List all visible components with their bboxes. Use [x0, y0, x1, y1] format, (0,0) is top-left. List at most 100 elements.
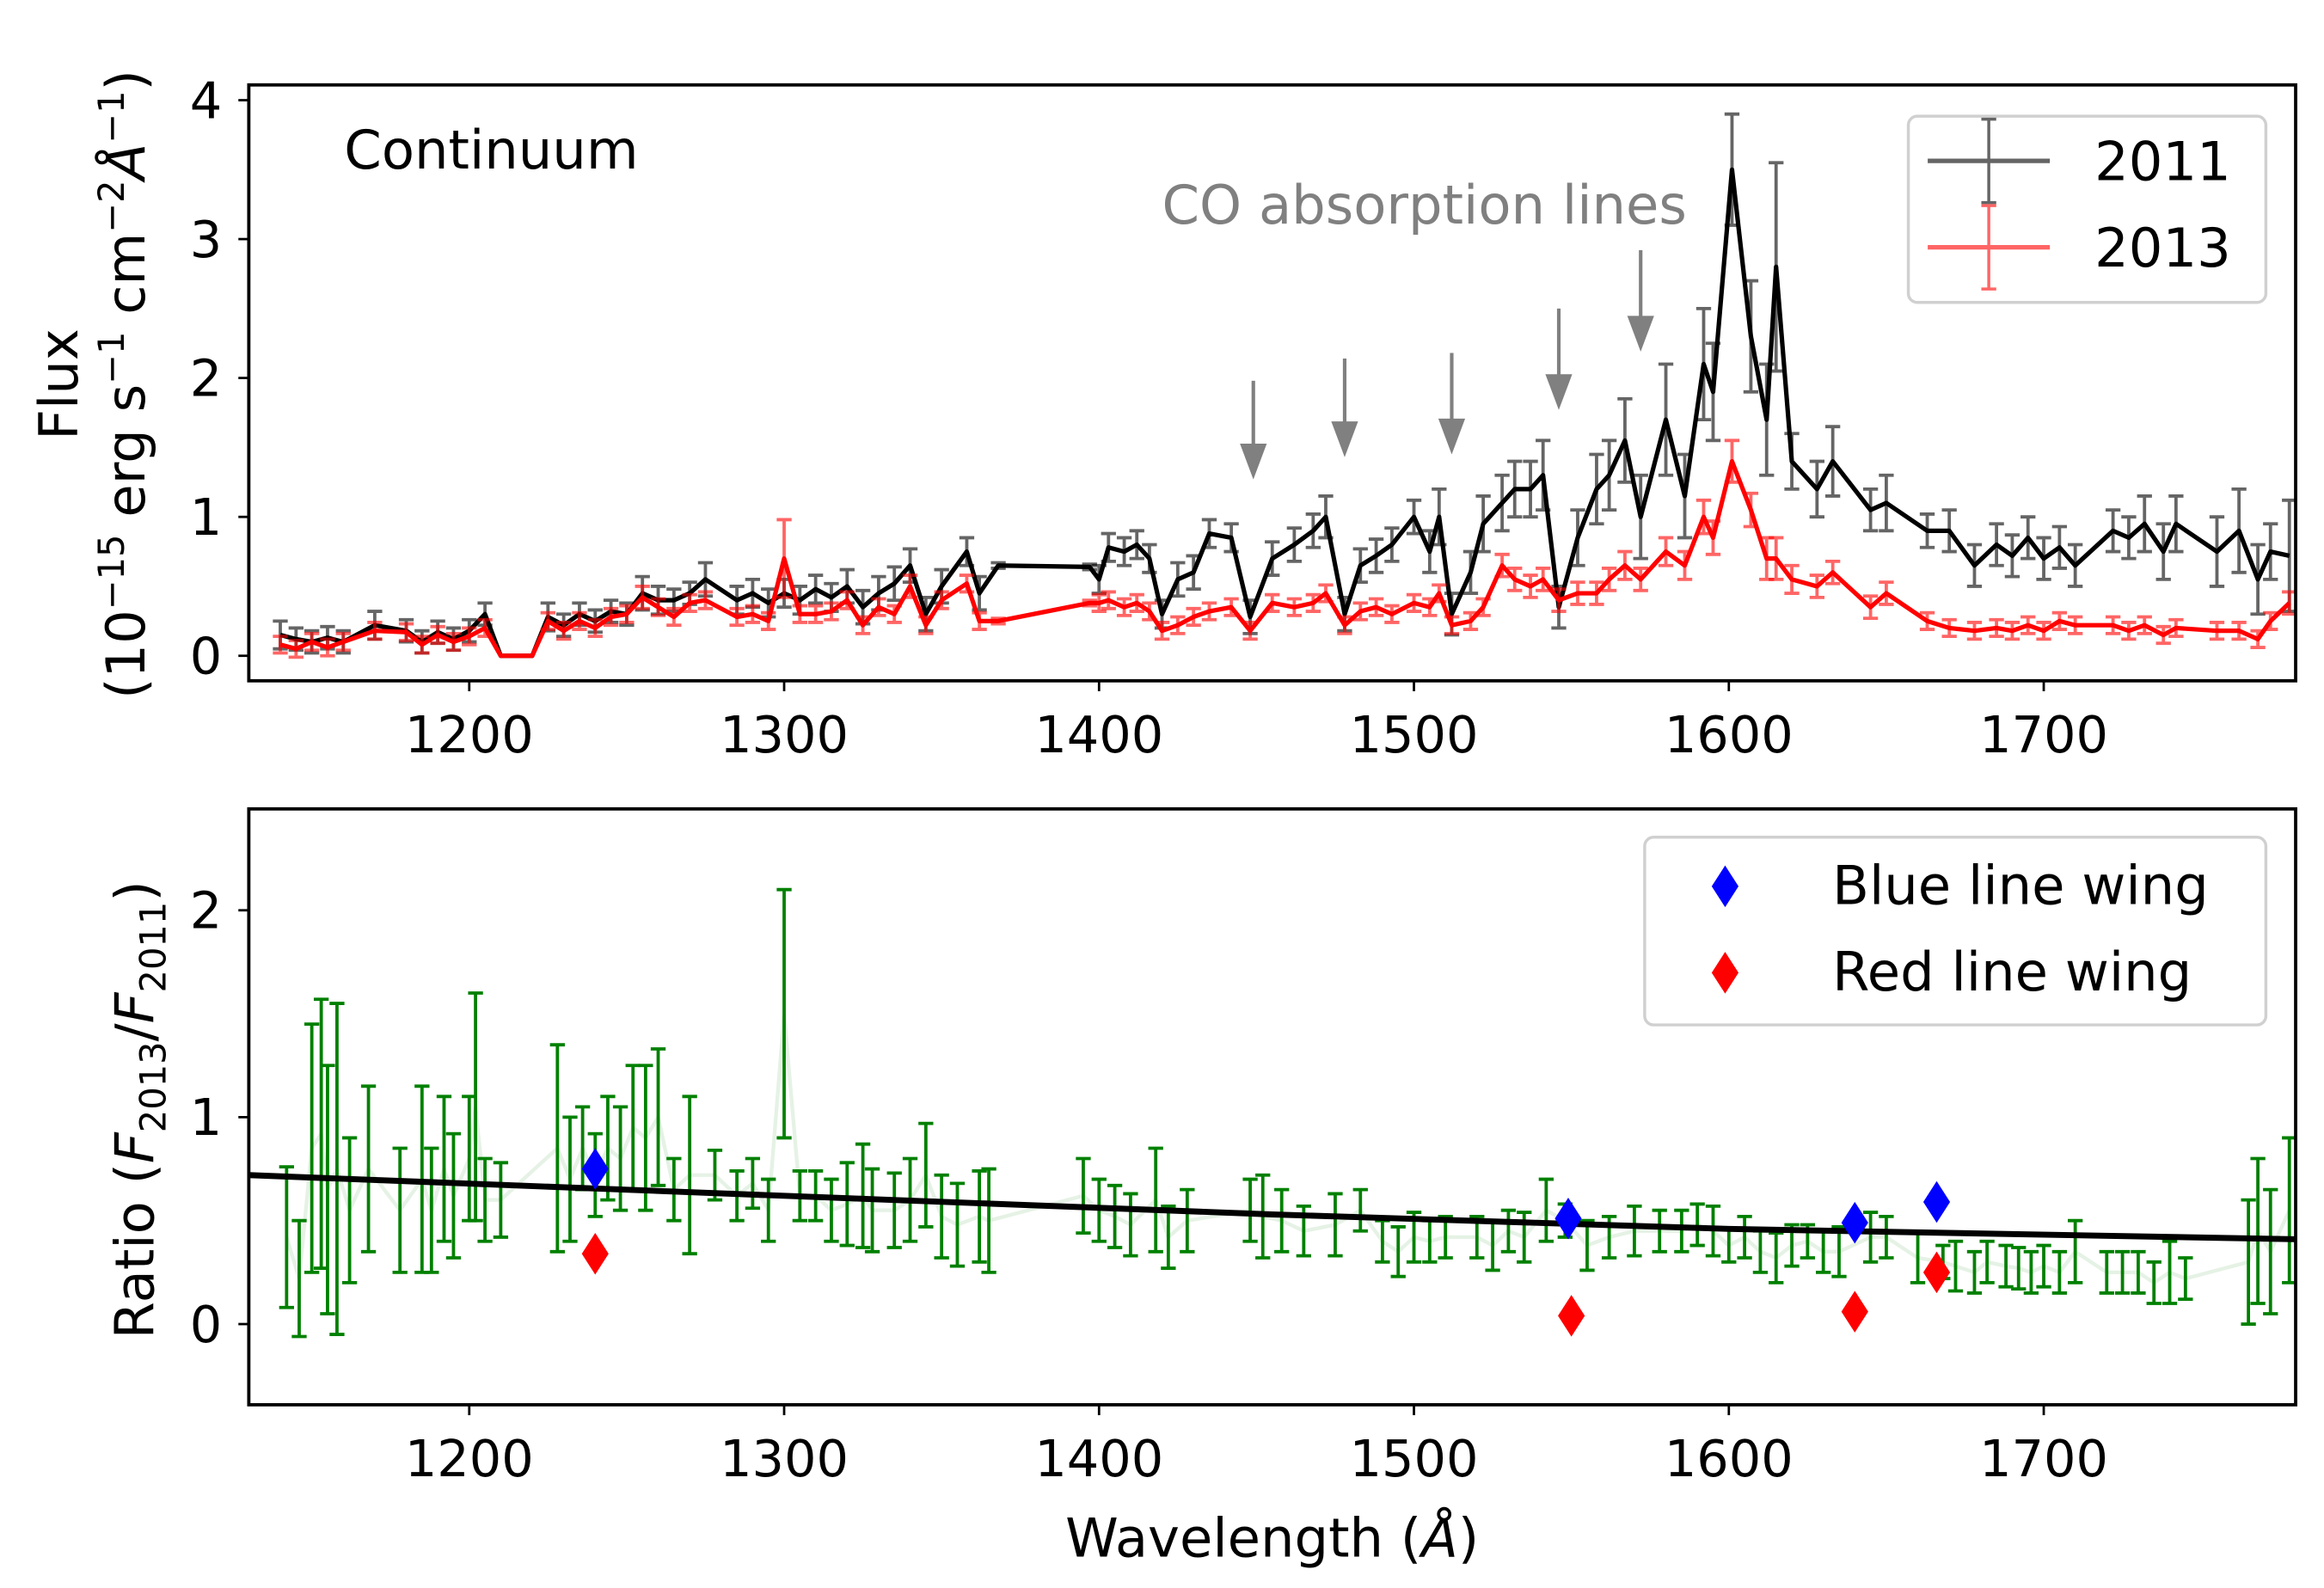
legend-label-2013: 2013 — [2094, 217, 2231, 279]
ratio-error-bar — [612, 1105, 629, 1212]
ratio-error-bar — [745, 1156, 761, 1211]
co-absorption-label: CO absorption lines — [1162, 174, 1687, 236]
ratio-error-bar — [1979, 1239, 1995, 1285]
ratio-error-bar — [2051, 1249, 2068, 1295]
ratio-error-bar — [2011, 1246, 2027, 1291]
ratio-error-bar — [1328, 1192, 1343, 1258]
ratio-error-bar — [424, 1146, 439, 1274]
ratio-error-bar — [1627, 1204, 1642, 1258]
ratio-error-bar — [934, 1173, 949, 1260]
blue-wing-point — [581, 1148, 609, 1190]
legend-box — [1643, 836, 2268, 1027]
x-tick-label: 1700 — [1979, 705, 2108, 764]
ratio-error-bar — [981, 1167, 996, 1274]
y-axis-label-part: erg s — [95, 384, 157, 535]
y-axis-label: Ratio (F2013/F2011) — [103, 880, 174, 1339]
co-arrow-icon — [1331, 359, 1358, 457]
ratio-error-bar — [886, 1171, 902, 1249]
arrow-head — [1545, 374, 1573, 410]
arrow-head — [1627, 316, 1654, 352]
ratio-error-bar — [1579, 1218, 1595, 1272]
ratio-error-bar — [2263, 1187, 2278, 1315]
y-tick-label: 2 — [190, 348, 222, 408]
ratio-error-bar — [291, 1218, 307, 1339]
x-tick-label: 1400 — [1034, 705, 1163, 764]
y-axis-label-part: ) — [103, 880, 166, 901]
arrow-head — [1240, 443, 1267, 480]
y-axis-label-part: ) — [95, 70, 157, 90]
ratio-error-bar — [1998, 1243, 2014, 1289]
legend: 2011 2013 — [1906, 114, 2268, 304]
y-tick-label: 3 — [190, 210, 222, 269]
y-tick-label: 2 — [190, 881, 222, 941]
ratio-error-bar — [972, 1169, 987, 1264]
ratio-error-bar — [304, 1022, 320, 1274]
arrow-head — [1331, 421, 1358, 457]
ratio-error-bar — [682, 1094, 697, 1256]
ratio-error-bar — [2146, 1260, 2162, 1305]
ratio-error-bar — [1652, 1208, 1667, 1254]
ratio-error-bar — [839, 1161, 855, 1248]
ratio-error-bar — [549, 1043, 565, 1254]
arrow-head — [1438, 418, 1466, 455]
y-axis-label-part: −15 — [90, 534, 132, 610]
ratio-error-bar — [1107, 1183, 1123, 1249]
series-2013 — [273, 438, 2296, 659]
legend: Blue line wing Red line wing — [1643, 836, 2268, 1027]
y-axis-label-part: F — [103, 991, 166, 1023]
ratio-error-bar — [1769, 1231, 1784, 1285]
ratio-error-bar — [1076, 1156, 1091, 1235]
ratio-error-bar — [2099, 1249, 2114, 1295]
x-axis-label: Wavelength (Å) — [1065, 1507, 1479, 1570]
ratio-error-bar — [824, 1177, 839, 1243]
ratio-error-bar — [1737, 1214, 1752, 1260]
fit-line — [248, 1172, 2296, 1242]
x-tick-label: 1200 — [405, 705, 534, 764]
ratio-error-bar — [1879, 1214, 1894, 1260]
ratio-error-bar — [776, 887, 792, 1140]
ratio-error-bar — [600, 1094, 616, 1202]
y-axis-label-part: F — [103, 1131, 166, 1163]
ratio-error-bar — [2178, 1256, 2193, 1302]
ratio-error-bar — [436, 1094, 452, 1243]
ratio-error-bar — [279, 1165, 295, 1309]
y-axis-label-part: −1 — [90, 90, 132, 143]
ratio-error-bar — [2131, 1249, 2146, 1295]
y-tick-label: 1 — [190, 487, 222, 547]
continuum-label: Continuum — [344, 119, 638, 181]
y-tick-label: 1 — [190, 1088, 222, 1147]
ratio-error-bar — [638, 1064, 653, 1212]
ratio-error-bar — [493, 1161, 509, 1239]
legend-blue-diamond-icon — [1711, 865, 1739, 908]
x-tick-label: 1600 — [1665, 705, 1794, 764]
x-tick-label: 1200 — [405, 1429, 534, 1488]
co-arrow-icon — [1438, 353, 1466, 455]
ratio-error-bar — [2241, 1198, 2256, 1326]
y-axis-label-part: −2 — [90, 180, 132, 232]
ratio-error-bar — [2036, 1243, 2051, 1289]
ratio-error-bar — [1180, 1187, 1195, 1254]
line-2011 — [279, 167, 2290, 659]
ratio-error-bar — [329, 1002, 345, 1336]
legend-red-diamond-icon — [1711, 952, 1739, 994]
ratio-error-bar — [2250, 1156, 2266, 1305]
ratio-error-bar — [1390, 1225, 1406, 1278]
legend-label-2011: 2011 — [2094, 131, 2231, 193]
y-axis-label-part: −1 — [90, 332, 132, 384]
legend-marker-2013 — [1928, 204, 2051, 291]
flux-panel: Continuum CO absorption lines 1200 1300 1400… — [28, 70, 2297, 764]
y-axis-label-part: 2013 — [132, 1041, 174, 1132]
ratio-error-bar — [1123, 1192, 1138, 1258]
ratio-error-bar — [918, 1121, 934, 1229]
ratio-error-bar — [1674, 1208, 1689, 1254]
co-arrow-icon — [1627, 250, 1654, 352]
ratio-error-bar — [855, 1142, 871, 1249]
x-tick-label: 1300 — [720, 1429, 849, 1488]
blue-wing-point — [1554, 1198, 1582, 1240]
ratio-error-bar — [949, 1181, 966, 1268]
ratio-error-bar — [562, 1115, 578, 1243]
x-axis-label-close: ) — [1458, 1507, 1479, 1570]
y-tick-label: 4 — [190, 71, 222, 130]
axes-frame — [247, 806, 2297, 1407]
